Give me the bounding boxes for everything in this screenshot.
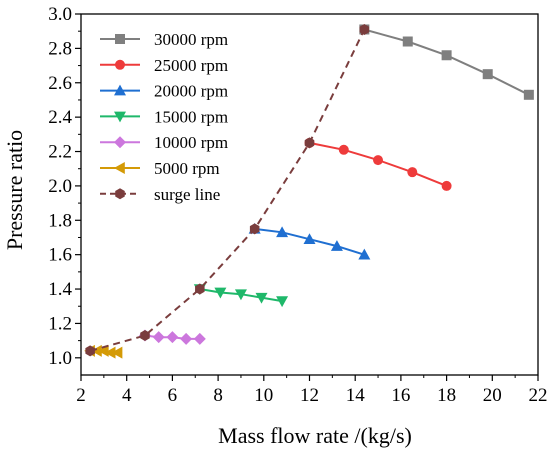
data-point (304, 137, 315, 149)
legend-label: 15000 rpm (154, 107, 228, 126)
legend-label: 25000 rpm (154, 56, 228, 75)
legend: 30000 rpm 25000 rpm 20000 rpm 15000 rpm 1000… (100, 30, 228, 204)
y-tick-label: 2.0 (48, 176, 72, 197)
axes: 2 4 6 8 10 12 14 16 18 20 22 1.0 1.2 1.4 1.6 1.8 2.0 2.2 2… (48, 4, 547, 406)
y-tick-label: 2.2 (48, 142, 72, 163)
data-point (97, 344, 109, 357)
data-point (249, 223, 260, 235)
legend-item: 20000 rpm (100, 82, 228, 101)
plot-frame (80, 13, 539, 376)
data-point (441, 180, 452, 191)
data-point (276, 296, 289, 308)
data-point (402, 36, 413, 47)
data-point (104, 346, 116, 359)
legend-item: surge line (100, 185, 220, 204)
y-tick-label: 2.8 (48, 38, 72, 59)
series-line (364, 28, 530, 96)
legend-item: 30000 rpm (100, 30, 228, 49)
data-point (111, 346, 123, 359)
data-point (90, 344, 102, 357)
data-point (482, 69, 493, 80)
series-surge-line (85, 23, 370, 357)
data-point (234, 289, 247, 301)
series-20000-rpm (248, 222, 371, 260)
data-point (195, 283, 205, 295)
data-point (276, 226, 289, 238)
legend-marker (115, 188, 125, 200)
legend-item: 15000 rpm (100, 107, 228, 126)
data-point (359, 23, 370, 35)
y-tick-label: 1.6 (48, 245, 72, 266)
data-point (180, 332, 193, 345)
x-tick-label: 8 (213, 385, 223, 406)
x-tick-label: 12 (300, 385, 319, 406)
x-tick-label: 20 (483, 385, 502, 406)
data-point (338, 144, 349, 155)
legend-item: 10000 rpm (100, 133, 228, 152)
data-point (255, 292, 268, 304)
data-point (373, 155, 384, 166)
x-tick-label: 4 (122, 385, 132, 406)
data-point (303, 233, 316, 244)
legend-item: 25000 rpm (100, 56, 228, 75)
legend-marker (114, 111, 126, 123)
plot-area (84, 23, 534, 359)
legend-marker (115, 59, 125, 70)
y-tick-label: 1.4 (48, 279, 72, 300)
legend-marker (114, 136, 126, 149)
x-axis-title: Mass flow rate /(kg/s) (218, 423, 412, 448)
legend-marker (114, 162, 125, 174)
y-axis-title: Pressure ratio (2, 130, 27, 250)
legend-label: 20000 rpm (154, 82, 228, 101)
data-point (214, 287, 227, 299)
y-tick-label: 1.8 (48, 210, 72, 231)
x-tick-label: 10 (254, 385, 273, 406)
x-tick-label: 14 (346, 385, 366, 406)
legend-item: 5000 rpm (100, 159, 220, 178)
data-point (193, 332, 206, 345)
y-tick-label: 2.6 (48, 73, 72, 94)
series-30000-rpm (359, 24, 534, 100)
x-tick-label: 22 (529, 385, 548, 406)
y-tick-label: 3.0 (48, 4, 72, 25)
legend-label: 10000 rpm (154, 133, 228, 152)
data-point (85, 345, 95, 357)
legend-label: 5000 rpm (154, 159, 220, 178)
data-point (441, 50, 452, 61)
x-tick-label: 2 (76, 385, 86, 406)
data-point (358, 248, 371, 260)
y-tick-label: 1.2 (48, 313, 72, 334)
data-point (166, 331, 179, 344)
data-point (152, 331, 165, 344)
legend-label: 30000 rpm (154, 30, 228, 49)
y-tick-label: 1.0 (48, 348, 72, 369)
series-15000-rpm (193, 284, 289, 308)
series-line (89, 29, 366, 352)
y-tick-label: 2.4 (48, 107, 72, 128)
data-point (330, 240, 343, 251)
x-tick-label: 6 (168, 385, 178, 406)
legend-label: surge line (154, 185, 220, 204)
data-point (523, 89, 534, 100)
data-point (407, 167, 418, 178)
x-tick-label: 16 (391, 385, 410, 406)
series-25000-rpm (304, 137, 452, 191)
x-tick-label: 18 (437, 385, 456, 406)
legend-marker (114, 84, 126, 96)
legend-marker (115, 34, 125, 44)
data-point (140, 329, 150, 341)
